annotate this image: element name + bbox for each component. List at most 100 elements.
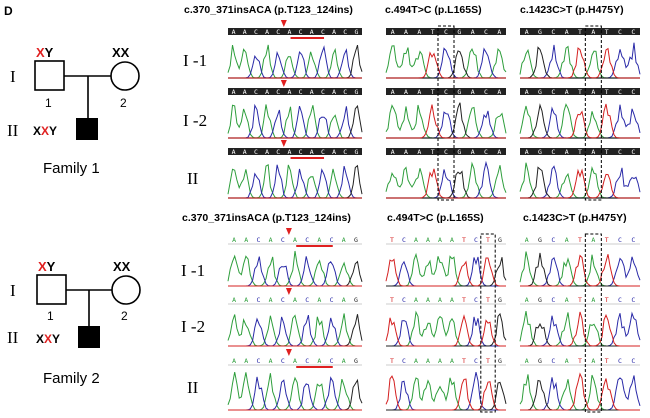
generation-label-ii: II [7,121,19,140]
base-call: C [444,88,448,96]
base-call: G [457,88,461,96]
base-call: A [293,296,297,304]
base-call: C [631,296,635,304]
base-call: T [486,296,490,304]
column-header: c.1423C>T (p.H475Y) [520,4,624,16]
base-call: T [390,357,394,365]
trace-C-line [386,256,506,287]
base-call: A [265,88,269,96]
base-call: A [232,148,236,156]
base-call: A [497,148,501,156]
base-call: A [269,296,273,304]
base-call: A [310,88,314,96]
base-call: C [631,357,635,365]
base-call: A [417,88,421,96]
base-call: C [305,357,309,365]
base-call: A [450,296,454,304]
base-call: A [525,148,529,156]
base-call: C [551,236,555,244]
row-label: II [187,169,199,188]
base-call: A [565,296,569,304]
base-call: C [254,88,258,96]
base-call: C [343,148,347,156]
base-call: A [438,296,442,304]
trace-T-line [520,103,640,139]
father-genotype: XY [36,45,54,60]
trace-G-line [386,312,507,347]
base-call: T [605,236,609,244]
base-call: A [591,236,595,244]
base-call: A [471,148,475,156]
trace-A-line [385,104,507,139]
base-call: G [538,148,542,156]
base-call: A [310,28,314,36]
variant-highlight-box [480,233,496,413]
base-call: C [299,28,303,36]
pedigree-family-2: I II XY XX 1 2 XXY Family 2 [7,259,141,387]
base-call: A [317,236,321,244]
base-call: C [631,28,635,36]
base-call: C [330,236,334,244]
base-call: T [431,148,435,156]
sequence-band [520,88,640,95]
base-call: C [281,357,285,365]
base-call: A [287,28,291,36]
base-call: A [450,357,454,365]
base-call: C [551,148,555,156]
sequence-band [520,28,640,35]
base-call: A [591,88,595,96]
base-call: A [342,357,346,365]
base-call: C [276,88,280,96]
base-call: T [486,357,490,365]
base-call: A [565,28,569,36]
base-call: C [474,296,478,304]
base-call: T [486,236,490,244]
base-call: C [330,296,334,304]
mother-circle [110,61,140,91]
base-call: G [354,236,358,244]
base-call: A [391,148,395,156]
base-call: T [462,236,466,244]
family-name: Family 2 [43,370,100,387]
base-call: A [497,28,501,36]
base-call: A [565,357,569,365]
base-call: A [404,28,408,36]
base-call: T [390,296,394,304]
trace-C-line [520,104,641,139]
insertion-arrow [280,20,287,27]
mother-genotype: XX [112,45,130,60]
column-header: c.370_371insACA (p.T123_124ins) [182,212,351,224]
base-call: A [243,28,247,36]
base-call: A [565,88,569,96]
base-call: C [402,296,406,304]
base-call: A [265,148,269,156]
base-call: A [232,296,236,304]
father-number: 1 [47,309,54,323]
base-call: G [354,357,358,365]
base-call: C [305,296,309,304]
mutation-markers [280,20,602,413]
base-call: A [591,28,595,36]
base-call: A [591,357,595,365]
base-call: C [402,357,406,365]
base-call: C [484,148,488,156]
base-call: A [232,28,236,36]
base-call: A [391,28,395,36]
base-call: C [254,28,258,36]
mother-genotype: XX [113,259,131,274]
base-call: A [471,88,475,96]
column-header: c.494T>C (p.L165S) [385,4,482,16]
trace-A-line [227,372,362,411]
trace-A-line [227,313,362,347]
trace-C-line [386,371,506,411]
insertion-arrow [285,349,292,356]
base-call: C [343,28,347,36]
base-call: A [332,148,336,156]
family-name: Family 1 [43,160,100,177]
base-call: A [525,88,529,96]
base-call: A [293,357,297,365]
sequence-band [228,88,362,95]
